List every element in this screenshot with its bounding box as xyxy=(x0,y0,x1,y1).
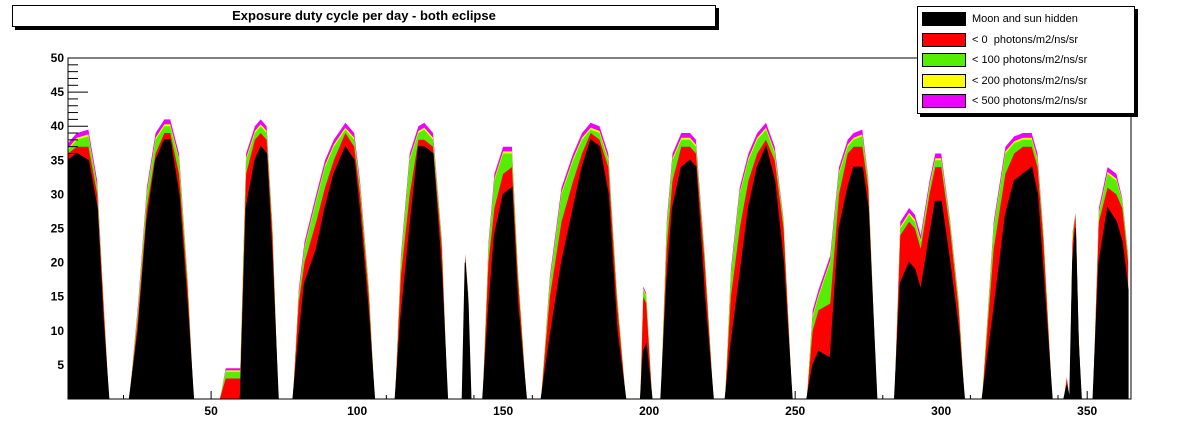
legend-item-lt-200: < 200 photons/m2/ns/sr xyxy=(922,71,1130,92)
x-tick-label: 150 xyxy=(493,404,513,418)
legend-label: < 100 photons/m2/ns/sr xyxy=(972,54,1088,67)
y-tick-label: 40 xyxy=(51,119,65,133)
x-tick-label: 200 xyxy=(639,404,659,418)
legend: Moon and sun hidden < 0 photons/m2/ns/sr… xyxy=(917,6,1135,114)
x-tick-label: 250 xyxy=(785,404,805,418)
x-tick-label: 300 xyxy=(931,404,951,418)
y-tick-label: 35 xyxy=(51,153,65,167)
x-tick-label: 350 xyxy=(1077,404,1097,418)
legend-item-lt-100: < 100 photons/m2/ns/sr xyxy=(922,50,1130,71)
y-tick-label: 10 xyxy=(51,324,65,338)
legend-label: < 500 photons/m2/ns/sr xyxy=(972,95,1088,108)
series-areas xyxy=(67,119,1129,400)
y-tick-label: 30 xyxy=(51,187,65,201)
legend-label: < 200 photons/m2/ns/sr xyxy=(972,74,1088,87)
legend-label: Moon and sun hidden xyxy=(972,13,1078,26)
legend-swatch xyxy=(922,32,966,47)
legend-swatch xyxy=(922,53,966,68)
legend-item-lt-0: < 0 photons/m2/ns/sr xyxy=(922,30,1130,51)
x-tick-label: 100 xyxy=(347,404,367,418)
axis-ticks: 5 10 15 20 25 30 35 40 45 50 50 100 150 200 250 300 350 xyxy=(51,51,1117,418)
y-tick-label: 25 xyxy=(51,222,65,236)
x-tick-label: 50 xyxy=(204,404,218,418)
y-tick-label: 50 xyxy=(51,51,65,65)
chart-title: Exposure duty cycle per day - both eclip… xyxy=(12,5,716,27)
y-tick-label: 45 xyxy=(51,85,65,99)
plot-frame xyxy=(67,57,1132,400)
legend-swatch xyxy=(922,12,966,27)
legend-item-moon-and-sun-hidden: Moon and sun hidden xyxy=(922,9,1130,30)
legend-swatch xyxy=(922,94,966,109)
legend-label: < 0 photons/m2/ns/sr xyxy=(972,33,1079,46)
legend-item-lt-500: < 500 photons/m2/ns/sr xyxy=(922,91,1130,112)
y-tick-label: 15 xyxy=(51,290,65,304)
series-area-0 xyxy=(67,138,1129,400)
y-tick-label: 5 xyxy=(57,358,64,372)
legend-swatch xyxy=(922,73,966,88)
y-tick-label: 20 xyxy=(51,256,65,270)
